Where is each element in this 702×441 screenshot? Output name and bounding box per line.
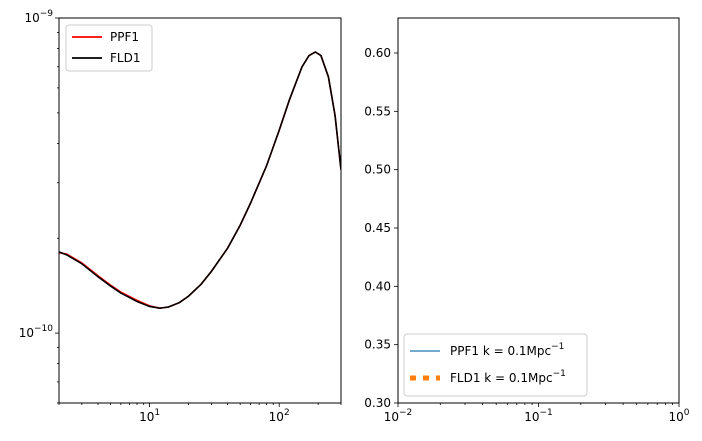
y-tick-label: 0.30	[364, 396, 391, 410]
x-tick-label: 100	[668, 408, 689, 424]
y-tick-label: 10−9	[24, 9, 53, 25]
x-tick-label: 102	[269, 408, 290, 424]
y-tick-label: 0.45	[364, 221, 391, 235]
series-line-fld1	[59, 51, 341, 309]
x-tick-label: 101	[139, 408, 160, 424]
x-tick-label: 10−1	[524, 408, 553, 424]
right-axes-frame	[397, 17, 680, 404]
y-tick-label: 0.50	[364, 163, 391, 177]
legend-frame	[403, 333, 588, 397]
legend-label: FLD1 k = 0.1Mpc−1	[450, 369, 566, 385]
left-chart: 101 102 10−10 10−9 PPF1 FLD1	[19, 9, 342, 424]
x-tick-label: 10−2	[384, 408, 413, 424]
y-tick-label: 0.40	[364, 279, 391, 293]
y-tick-label: 0.35	[364, 338, 391, 352]
legend-label-ppf1: PPF1	[110, 30, 139, 44]
left-axes-frame	[58, 17, 342, 404]
legend: PPF1 k = 0.1Mpc−1 FLD1 k = 0.1Mpc−1	[403, 333, 588, 397]
series-line-ppf1	[59, 51, 341, 309]
legend: PPF1 FLD1	[65, 24, 153, 72]
y-tick-label: 10−10	[19, 324, 54, 340]
y-tick-label: 0.55	[364, 104, 391, 118]
left-series-group	[59, 51, 341, 309]
legend-label-fld1: FLD1	[110, 51, 140, 65]
right-chart: 10−2 10−1 100 0.30 0.35 0.40 0.45 0.50 0.55 0.60 P…	[364, 17, 690, 424]
y-tick-label: 0.60	[364, 46, 391, 60]
legend-label: PPF1 k = 0.1Mpc−1	[450, 342, 564, 358]
